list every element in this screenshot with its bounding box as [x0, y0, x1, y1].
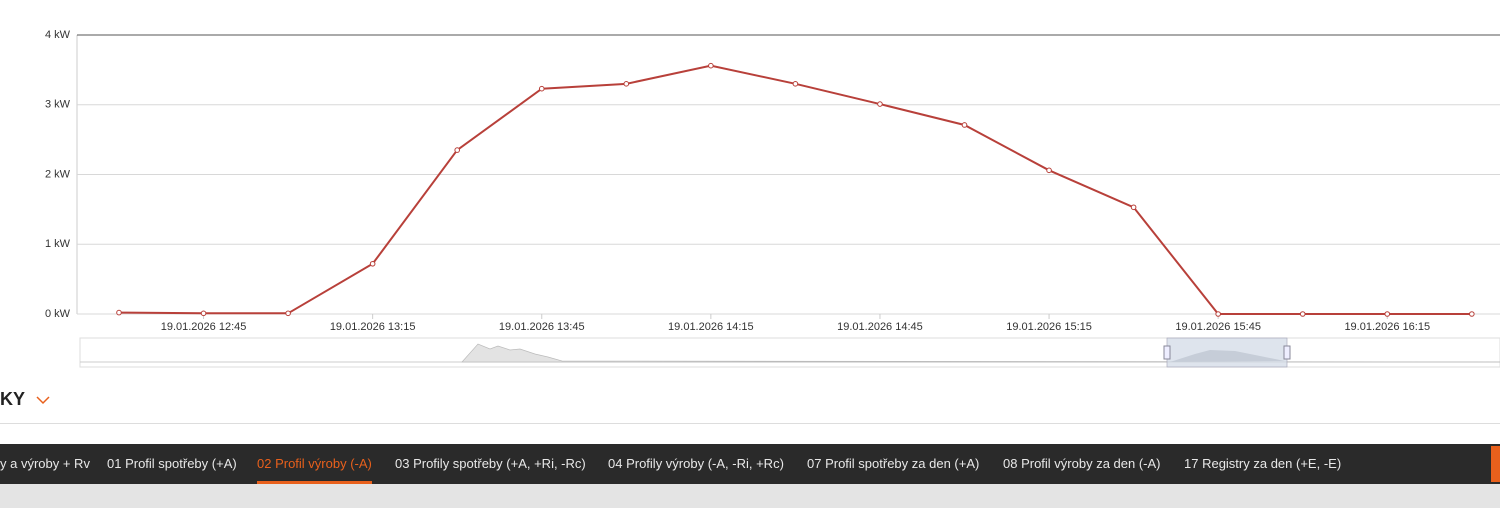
tab[interactable]: 17 Registry za den (+E, -E)	[1184, 456, 1342, 471]
data-point	[1384, 311, 1391, 317]
data-point	[1299, 311, 1306, 317]
data-point	[961, 122, 968, 128]
tab[interactable]: 07 Profil spotřeby za den (+A)	[807, 456, 980, 471]
tab[interactable]: y a výroby + Rv	[0, 456, 90, 471]
data-point	[1130, 204, 1137, 211]
tab[interactable]: 03 Profily spotřeby (+A, +Ri, -Rc)	[395, 456, 586, 471]
data-point	[792, 81, 799, 87]
x-tick-label: 19.01.2026 13:45	[499, 321, 585, 333]
x-tick-label: 19.01.2026 13:15	[330, 321, 416, 333]
navigator	[79, 337, 1500, 368]
y-tick-label: 0 kW	[45, 308, 71, 320]
tab[interactable]: 08 Profil výroby za den (-A)	[1003, 456, 1161, 471]
data-point	[1215, 311, 1221, 317]
data-point	[877, 101, 883, 107]
y-tick-label: 2 kW	[45, 168, 71, 180]
section-header[interactable]: KY	[0, 386, 50, 412]
navigator-selected-series	[1170, 350, 1285, 362]
footer-area	[0, 484, 1500, 508]
data-point	[116, 309, 122, 316]
x-tick-label: 19.01.2026 14:15	[668, 321, 754, 333]
series-line	[118, 64, 1472, 315]
navigator-handle[interactable]	[1283, 345, 1291, 360]
x-tick-label: 19.01.2026 12:45	[161, 321, 247, 333]
action-button[interactable]	[1491, 446, 1500, 482]
y-tick-label: 1 kW	[45, 238, 71, 250]
data-point	[708, 62, 714, 69]
data-point	[1469, 311, 1475, 317]
data-point	[200, 310, 207, 317]
y-tick-label: 4 kW	[45, 29, 71, 41]
x-tick-label: 19.01.2026 16:15	[1344, 321, 1430, 333]
data-point	[369, 260, 376, 267]
data-point	[623, 81, 630, 87]
divider	[0, 423, 1500, 424]
data-point	[285, 310, 291, 317]
data-point	[538, 85, 545, 92]
x-tick-label: 19.01.2026 15:15	[1006, 321, 1092, 333]
tab[interactable]: 02 Profil výroby (-A)	[257, 444, 372, 484]
section-title: KY	[0, 389, 25, 409]
data-point	[1046, 167, 1052, 174]
x-tick-label: 19.01.2026 15:45	[1175, 321, 1261, 333]
chevron	[36, 396, 50, 405]
navigator-handle[interactable]	[1163, 345, 1171, 360]
x-tick-label: 19.01.2026 14:45	[837, 321, 923, 333]
navigator-series	[461, 343, 1500, 363]
tab[interactable]: 04 Profily výroby (-A, -Ri, +Rc)	[608, 456, 784, 471]
y-tick-label: 3 kW	[45, 99, 71, 111]
tab-bar: y a výroby + Rv 01 Profil spotřeby (+A) 02…	[0, 444, 1500, 484]
tab[interactable]: 01 Profil spotřeby (+A)	[107, 456, 237, 471]
chart: 0 kW 1 kW 2 kW 3 kW 4 kW 19.01.2026 12:45 19.0…	[45, 29, 1500, 368]
data-point	[454, 147, 460, 153]
